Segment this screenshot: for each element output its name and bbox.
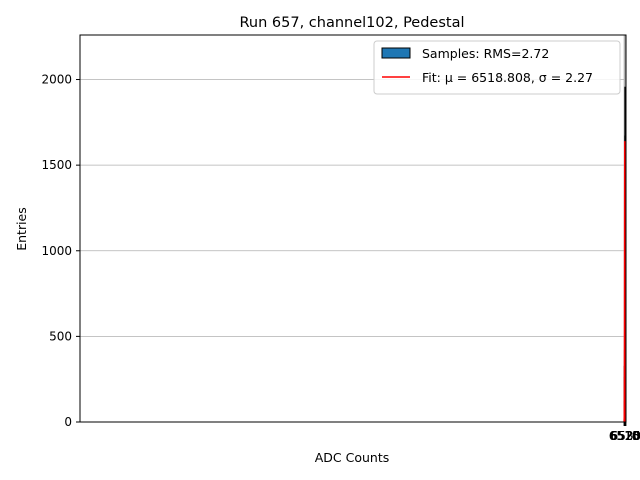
y-tick-label: 2000 [41,73,72,87]
y-tick-label: 500 [49,329,72,343]
legend-box [373,40,621,95]
legend-fit-label: Fit: μ = 6518.808, σ = 2.27 [422,70,593,85]
fit-curve-group [623,141,627,423]
x-tick-label: 6520 [610,429,640,443]
x-tick-label: 6510 [609,429,640,443]
y-axis-label: Entries [14,207,29,251]
fit-curve [623,141,627,423]
legend-samples-label: Samples: RMS=2.72 [422,46,549,61]
x-tick-label: 6515 [609,429,640,443]
chart-title: Run 657, channel102, Pedestal [239,15,464,31]
x-axis-label: ADC Counts [315,450,390,465]
y-tick-label: 1000 [41,244,72,258]
y-axis-ticks: 0 500 1000 1500 2000 [41,73,80,429]
legend-samples-swatch [381,47,411,59]
y-tick-label: 0 [64,415,72,429]
x-tick-label: 6525 [610,429,640,443]
y-tick-label: 1500 [41,158,72,172]
x-tick-label: 6530 [611,429,640,443]
plot-frame [79,34,627,423]
legend: Samples: RMS=2.72 Fit: μ = 6518.808, σ =… [373,40,621,95]
